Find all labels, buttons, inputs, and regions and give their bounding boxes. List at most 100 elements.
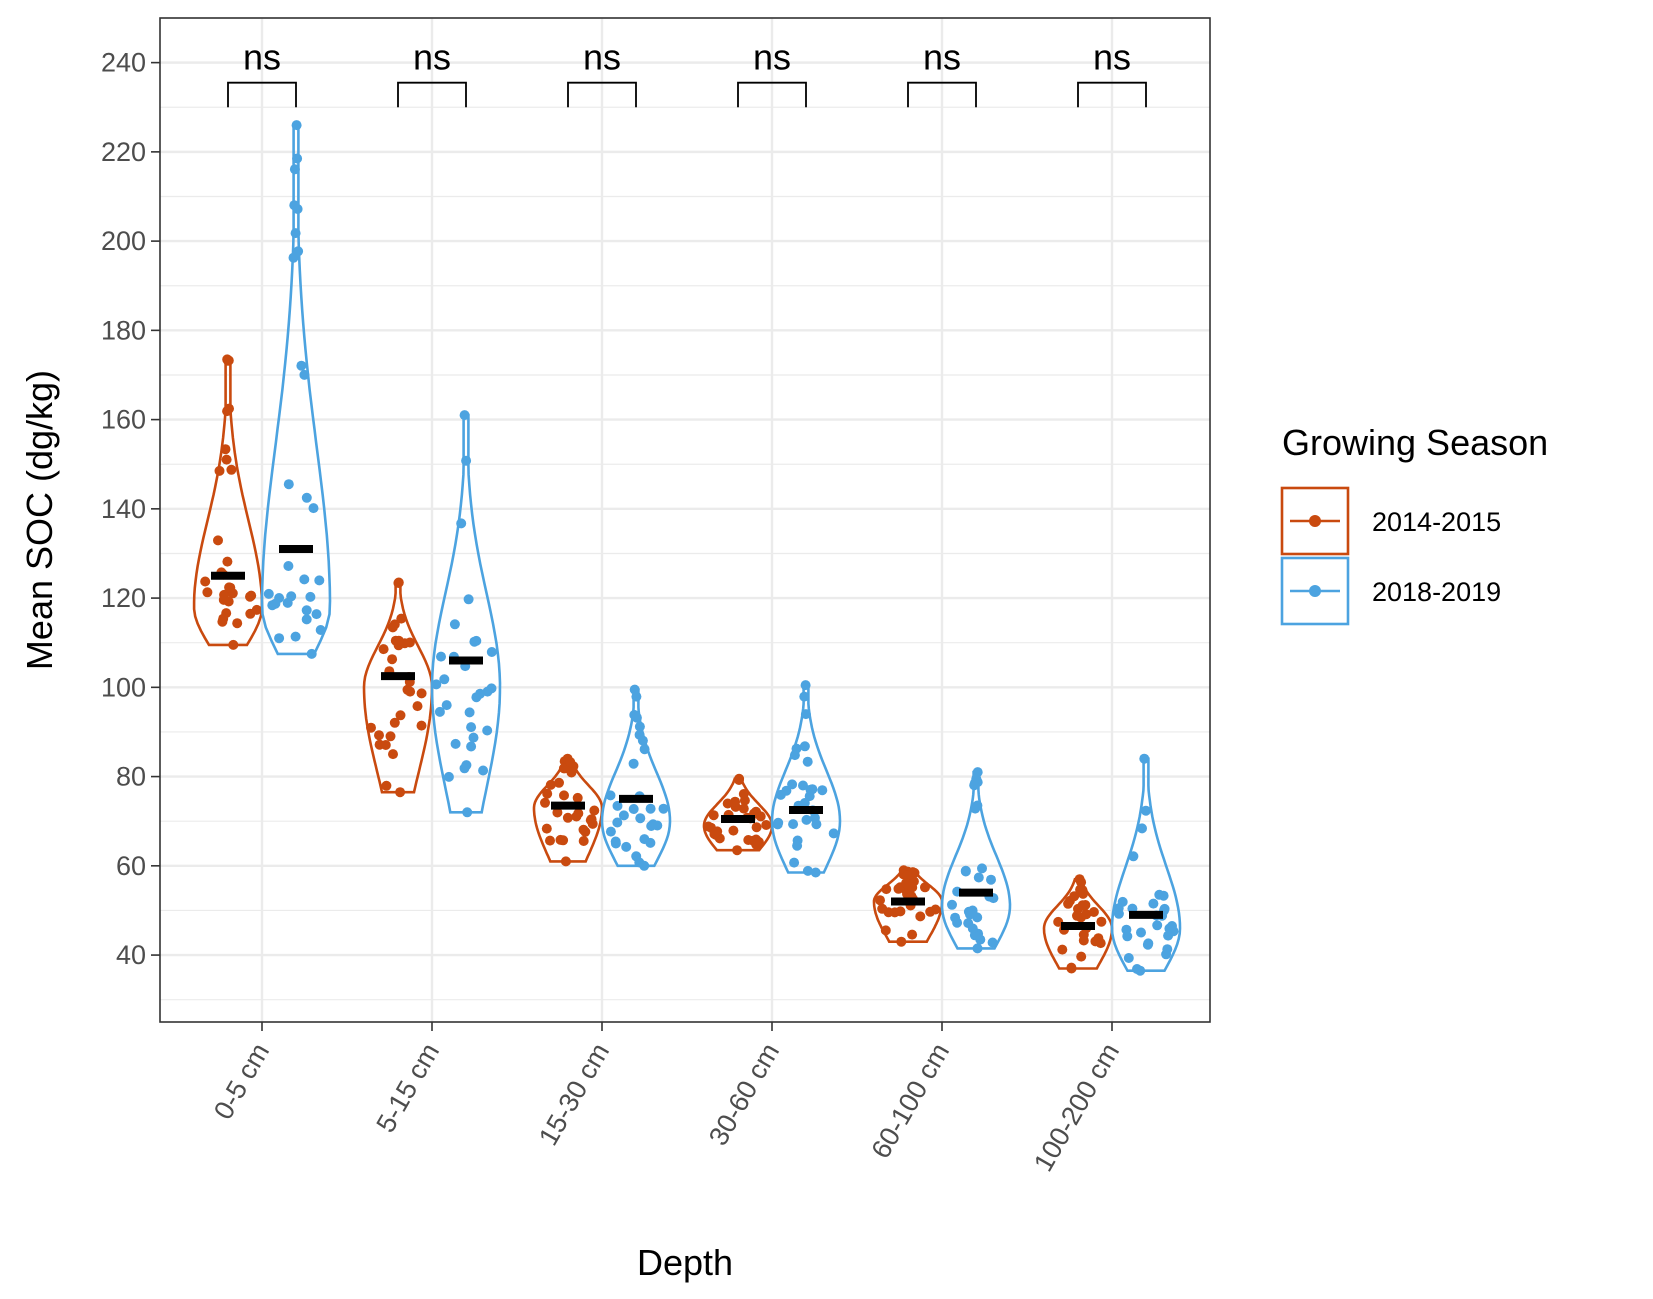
data-point bbox=[802, 756, 813, 767]
data-point bbox=[1057, 944, 1068, 955]
legend: Growing Season 2014-2015 2018-2019 bbox=[1280, 422, 1548, 626]
data-point bbox=[612, 817, 623, 828]
data-point bbox=[1088, 907, 1099, 917]
data-point bbox=[389, 717, 400, 728]
data-point bbox=[274, 593, 285, 603]
data-point bbox=[461, 455, 472, 466]
data-point bbox=[1081, 909, 1092, 920]
legend-key-box bbox=[1280, 486, 1350, 556]
data-point bbox=[308, 503, 319, 514]
data-point bbox=[628, 804, 639, 814]
data-point bbox=[296, 360, 307, 371]
data-point bbox=[828, 828, 839, 839]
data-point bbox=[1128, 851, 1139, 862]
data-point bbox=[915, 911, 926, 922]
data-point bbox=[251, 604, 262, 615]
legend-key-point bbox=[1309, 585, 1321, 597]
data-point bbox=[621, 841, 632, 852]
data-point bbox=[223, 355, 233, 366]
data-point bbox=[389, 619, 400, 630]
data-point bbox=[810, 867, 821, 878]
data-point bbox=[213, 535, 223, 546]
data-point bbox=[274, 633, 285, 644]
data-point bbox=[1075, 884, 1086, 895]
data-point bbox=[791, 743, 802, 754]
data-point bbox=[572, 792, 583, 803]
data-point bbox=[315, 625, 326, 635]
data-point bbox=[802, 865, 813, 876]
significance-layer: ns ns ns ns ns ns bbox=[227, 36, 1147, 108]
data-point bbox=[393, 578, 404, 588]
data-point bbox=[552, 807, 563, 818]
data-point bbox=[462, 807, 473, 818]
data-point bbox=[263, 588, 274, 599]
data-point bbox=[289, 164, 300, 175]
significance-label: ns bbox=[923, 36, 961, 77]
data-point bbox=[658, 803, 669, 814]
data-point bbox=[395, 710, 406, 721]
data-point bbox=[975, 934, 986, 945]
data-point bbox=[311, 609, 322, 620]
data-point bbox=[880, 925, 891, 936]
data-point bbox=[449, 619, 460, 630]
data-point bbox=[631, 691, 642, 702]
data-point bbox=[366, 722, 376, 733]
data-point bbox=[631, 712, 642, 723]
data-point bbox=[471, 692, 482, 703]
data-point bbox=[631, 851, 642, 862]
y-tick-label: 140 bbox=[101, 494, 146, 524]
y-tick-label: 160 bbox=[101, 405, 146, 435]
legend-label: 2018-2019 bbox=[1372, 577, 1501, 607]
data-point bbox=[907, 929, 918, 940]
data-point bbox=[799, 798, 810, 808]
y-tick-label: 180 bbox=[101, 315, 146, 345]
data-point bbox=[895, 906, 906, 917]
data-point bbox=[232, 618, 243, 629]
data-point bbox=[555, 834, 566, 845]
data-point bbox=[798, 780, 808, 791]
violin-layer bbox=[192, 120, 1182, 976]
data-point bbox=[482, 686, 493, 697]
data-point bbox=[291, 120, 302, 131]
significance-label: ns bbox=[413, 36, 451, 77]
data-point bbox=[469, 636, 480, 647]
data-point bbox=[751, 822, 762, 833]
data-point bbox=[612, 800, 623, 811]
data-point bbox=[788, 819, 799, 830]
data-point bbox=[722, 798, 733, 809]
data-point bbox=[439, 674, 450, 685]
data-point bbox=[648, 819, 659, 830]
data-point bbox=[734, 775, 744, 785]
data-point bbox=[960, 866, 971, 877]
data-point bbox=[220, 444, 231, 455]
data-point bbox=[1066, 962, 1077, 973]
data-point bbox=[306, 648, 317, 659]
data-point bbox=[200, 576, 211, 587]
x-tick-label: 30-60 cm bbox=[703, 1038, 785, 1150]
data-point bbox=[299, 369, 310, 380]
significance-label: ns bbox=[1093, 36, 1131, 77]
data-point bbox=[792, 840, 803, 851]
y-tick-label: 100 bbox=[101, 672, 146, 702]
data-point bbox=[214, 465, 225, 476]
y-axis: 40 60 80 100 120 140 160 180 200 220 240 bbox=[101, 48, 160, 970]
data-point bbox=[881, 884, 892, 895]
data-point bbox=[580, 826, 591, 837]
data-point bbox=[463, 594, 474, 605]
data-point bbox=[292, 204, 303, 214]
x-tick-label: 60-100 cm bbox=[865, 1038, 955, 1163]
data-point bbox=[753, 837, 764, 847]
data-point bbox=[1123, 953, 1134, 963]
data-point bbox=[1053, 916, 1064, 927]
data-point bbox=[541, 823, 552, 834]
data-point bbox=[628, 758, 639, 769]
data-point bbox=[221, 454, 232, 465]
data-point bbox=[393, 635, 404, 646]
data-point bbox=[634, 721, 645, 732]
data-point bbox=[986, 874, 996, 885]
data-point bbox=[301, 614, 312, 625]
data-point bbox=[952, 917, 963, 928]
data-point bbox=[562, 812, 573, 823]
data-point bbox=[972, 943, 983, 954]
